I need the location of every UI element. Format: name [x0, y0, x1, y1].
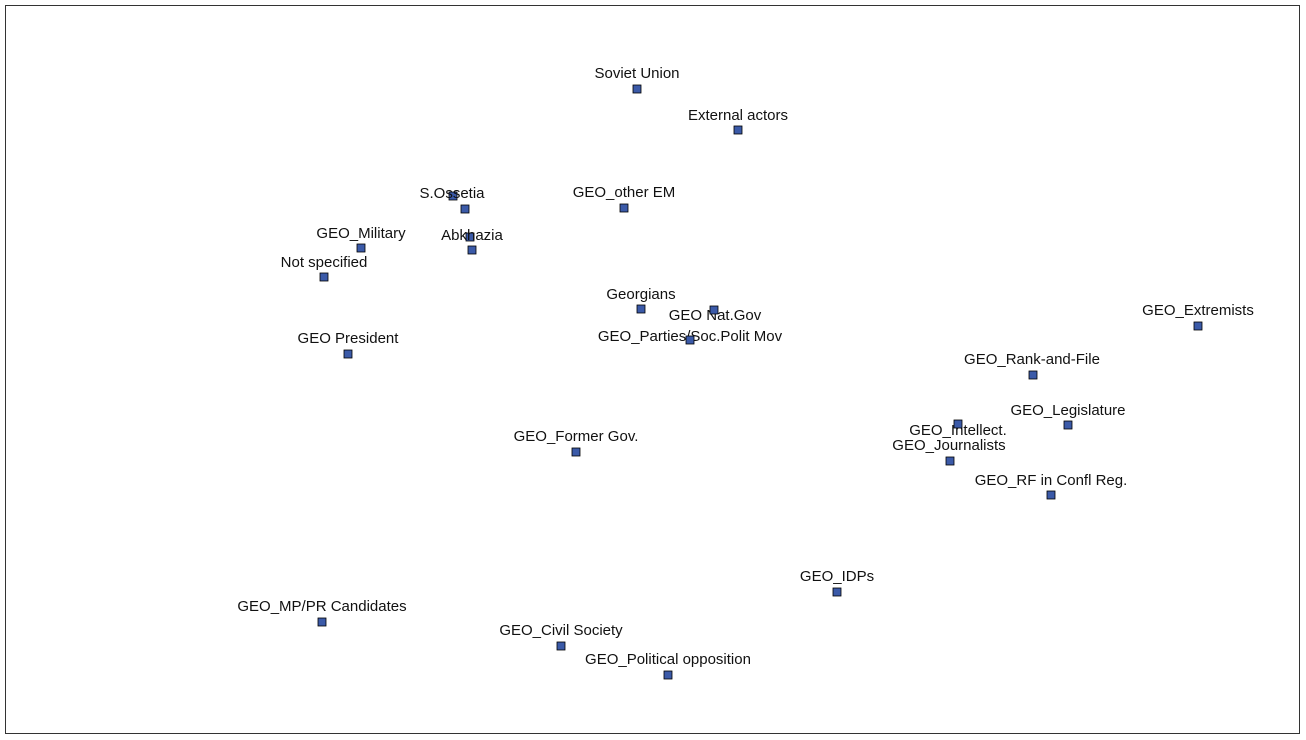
node-label: Soviet Union: [594, 65, 679, 82]
node-label: GEO_Journalists: [892, 437, 1005, 454]
node-marker: [636, 304, 646, 314]
node-label: GEO_Extremists: [1142, 302, 1254, 319]
node-marker: [356, 243, 366, 253]
node-marker: [1193, 321, 1203, 331]
node-marker: [571, 447, 581, 457]
node-marker: [319, 272, 329, 282]
node-label: S.Ossetia: [419, 185, 485, 202]
node-label: Georgians: [606, 286, 675, 303]
node-label: GEO_Civil Society: [499, 622, 623, 639]
node-marker: [467, 245, 477, 255]
node-marker: [1063, 420, 1073, 430]
node-label: GEO_Legislature: [1010, 402, 1125, 419]
frame: [5, 5, 1300, 734]
node-marker: [465, 232, 475, 242]
node-label: Abkhazia: [441, 227, 503, 244]
node-label: GEO_Intellect.: [909, 422, 1007, 439]
node-label: GEO_RF in Confl Reg.: [975, 472, 1128, 489]
node-label: External actors: [688, 107, 788, 124]
node-marker: [619, 203, 629, 213]
node-marker: [945, 456, 955, 466]
node-marker: [953, 419, 963, 429]
node-label: Not specified: [281, 254, 368, 271]
node-marker: [632, 84, 642, 94]
node-label: GEO_Military: [316, 225, 406, 242]
node-marker: [343, 349, 353, 359]
node-marker: [1046, 490, 1056, 500]
node-label: GEO_Rank-and-File: [964, 351, 1100, 368]
node-marker: [556, 641, 566, 651]
node-label: GEO Nat.Gov: [669, 307, 762, 324]
node-label: GEO_other EM: [573, 184, 676, 201]
node-marker: [1028, 370, 1038, 380]
node-label: GEO President: [298, 330, 400, 347]
node-label: GEO_Political opposition: [585, 651, 751, 668]
node-marker: [663, 670, 673, 680]
node-label: GEO_Former Gov.: [514, 428, 639, 445]
node-label: GEO_MP/PR Candidates: [237, 598, 406, 615]
node-marker: [448, 191, 458, 201]
node-marker: [733, 125, 743, 135]
node-marker: [709, 305, 719, 315]
node-marker: [460, 204, 470, 214]
node-label: GEO_IDPs: [800, 568, 874, 585]
node-marker: [685, 335, 695, 345]
node-marker: [832, 587, 842, 597]
node-marker: [317, 617, 327, 627]
